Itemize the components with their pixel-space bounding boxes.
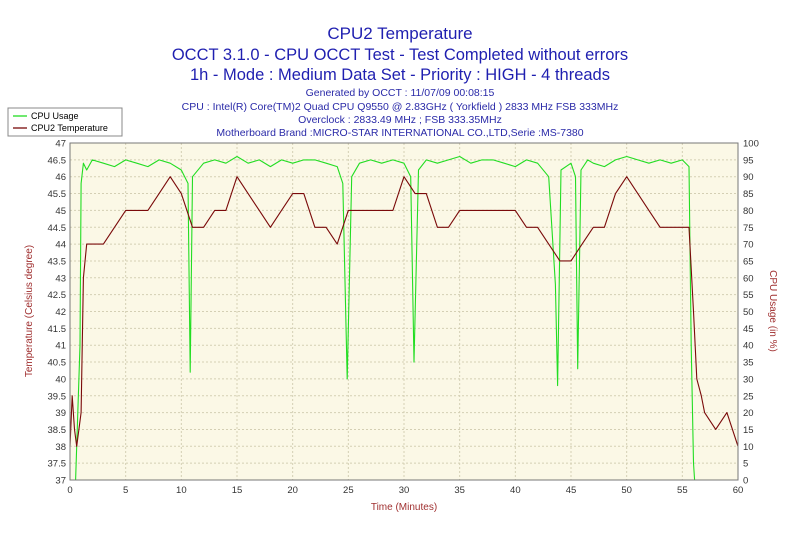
x-tick-label: 15 <box>232 485 243 496</box>
y-axis-left-label: Temperature (Celsius degree) <box>24 245 35 377</box>
y-left-tick-label: 47 <box>55 139 66 150</box>
info-overclock: Overclock : 2833.49 MHz ; FSB 333.35MHz <box>298 114 502 126</box>
x-tick-label: 30 <box>399 485 410 496</box>
y-right-tick-label: 80 <box>743 206 754 217</box>
x-tick-label: 25 <box>343 485 354 496</box>
y-left-tick-label: 38 <box>55 442 66 453</box>
y-right-tick-label: 55 <box>743 290 754 301</box>
series-layer <box>69 155 739 481</box>
ticks: 37 37.5 38 38.5 39 39.5 40 40.5 41 41.5 42 42.5 43 43… <box>48 139 759 497</box>
x-axis-label: Time (Minutes) <box>371 502 437 513</box>
y-right-tick-label: 30 <box>743 374 754 385</box>
y-left-tick-label: 41 <box>55 341 66 352</box>
legend: CPU Usage CPU2 Temperature <box>7 107 123 137</box>
y-left-tick-label: 39.5 <box>48 391 67 402</box>
x-tick-label: 35 <box>454 485 465 496</box>
y-right-tick-label: 70 <box>743 240 754 251</box>
y-left-tick-label: 39 <box>55 408 66 419</box>
legend-label-cpu2-temperature: CPU2 Temperature <box>31 123 108 133</box>
y-right-tick-label: 40 <box>743 341 754 352</box>
x-tick-label: 55 <box>677 485 688 496</box>
y-left-tick-label: 41.5 <box>48 324 67 335</box>
x-tick-label: 20 <box>287 485 298 496</box>
y-left-tick-label: 42 <box>55 307 66 318</box>
y-right-tick-label: 20 <box>743 408 754 419</box>
info-motherboard: Motherboard Brand :MICRO-STAR INTERNATIO… <box>216 127 583 139</box>
y-right-tick-label: 50 <box>743 307 754 318</box>
y-right-tick-label: 5 <box>743 459 748 470</box>
y-left-tick-label: 46.5 <box>48 155 67 166</box>
chart-title: CPU2 Temperature <box>327 24 472 43</box>
y-right-tick-label: 10 <box>743 442 754 453</box>
series-line-cpu-usage <box>70 155 738 481</box>
y-right-tick-label: 85 <box>743 189 754 200</box>
y-left-tick-label: 40.5 <box>48 358 67 369</box>
plot-frame <box>69 142 739 481</box>
y-right-tick-label: 90 <box>743 172 754 183</box>
x-tick-label: 5 <box>123 485 128 496</box>
series-line-cpu2-temperature <box>69 176 739 447</box>
y-right-tick-label: 25 <box>743 391 754 402</box>
y-left-tick-label: 38.5 <box>48 425 67 436</box>
x-tick-label: 60 <box>733 485 744 496</box>
y-right-tick-label: 75 <box>743 223 754 234</box>
legend-box <box>7 107 123 137</box>
y-right-tick-label: 15 <box>743 425 754 436</box>
y-left-tick-label: 46 <box>55 172 66 183</box>
y-left-tick-label: 45.5 <box>48 189 67 200</box>
chart-subtitle-2: 1h - Mode : Medium Data Set - Priority :… <box>190 66 610 84</box>
y-left-tick-label: 37.5 <box>48 459 67 470</box>
y-axis-right-label: CPU Usage (in %) <box>767 270 778 352</box>
x-tick-label: 50 <box>621 485 632 496</box>
y-right-tick-label: 60 <box>743 273 754 284</box>
y-left-tick-label: 42.5 <box>48 290 67 301</box>
y-right-tick-label: 65 <box>743 256 754 267</box>
x-tick-label: 0 <box>67 485 72 496</box>
y-left-tick-label: 43 <box>55 273 66 284</box>
x-tick-label: 10 <box>176 485 187 496</box>
y-right-tick-label: 35 <box>743 358 754 369</box>
y-left-tick-label: 40 <box>55 374 66 385</box>
chart-subtitle-1: OCCT 3.1.0 - CPU OCCT Test - Test Comple… <box>172 46 628 64</box>
y-left-tick-label: 44 <box>55 240 66 251</box>
y-left-tick-label: 37 <box>55 476 66 487</box>
y-right-tick-label: 95 <box>743 155 754 166</box>
y-right-tick-label: 0 <box>743 476 748 487</box>
y-left-tick-label: 45 <box>55 206 66 217</box>
y-left-tick-label: 43.5 <box>48 256 67 267</box>
y-right-tick-label: 100 <box>743 139 759 150</box>
legend-label-cpu-usage: CPU Usage <box>31 111 79 121</box>
x-tick-label: 45 <box>566 485 577 496</box>
info-cpu: CPU : Intel(R) Core(TM)2 Quad CPU Q9550 … <box>182 101 619 113</box>
y-right-tick-label: 45 <box>743 324 754 335</box>
info-generated: Generated by OCCT : 11/07/09 00:08:15 <box>306 87 495 99</box>
x-tick-label: 40 <box>510 485 521 496</box>
y-left-tick-label: 44.5 <box>48 223 67 234</box>
